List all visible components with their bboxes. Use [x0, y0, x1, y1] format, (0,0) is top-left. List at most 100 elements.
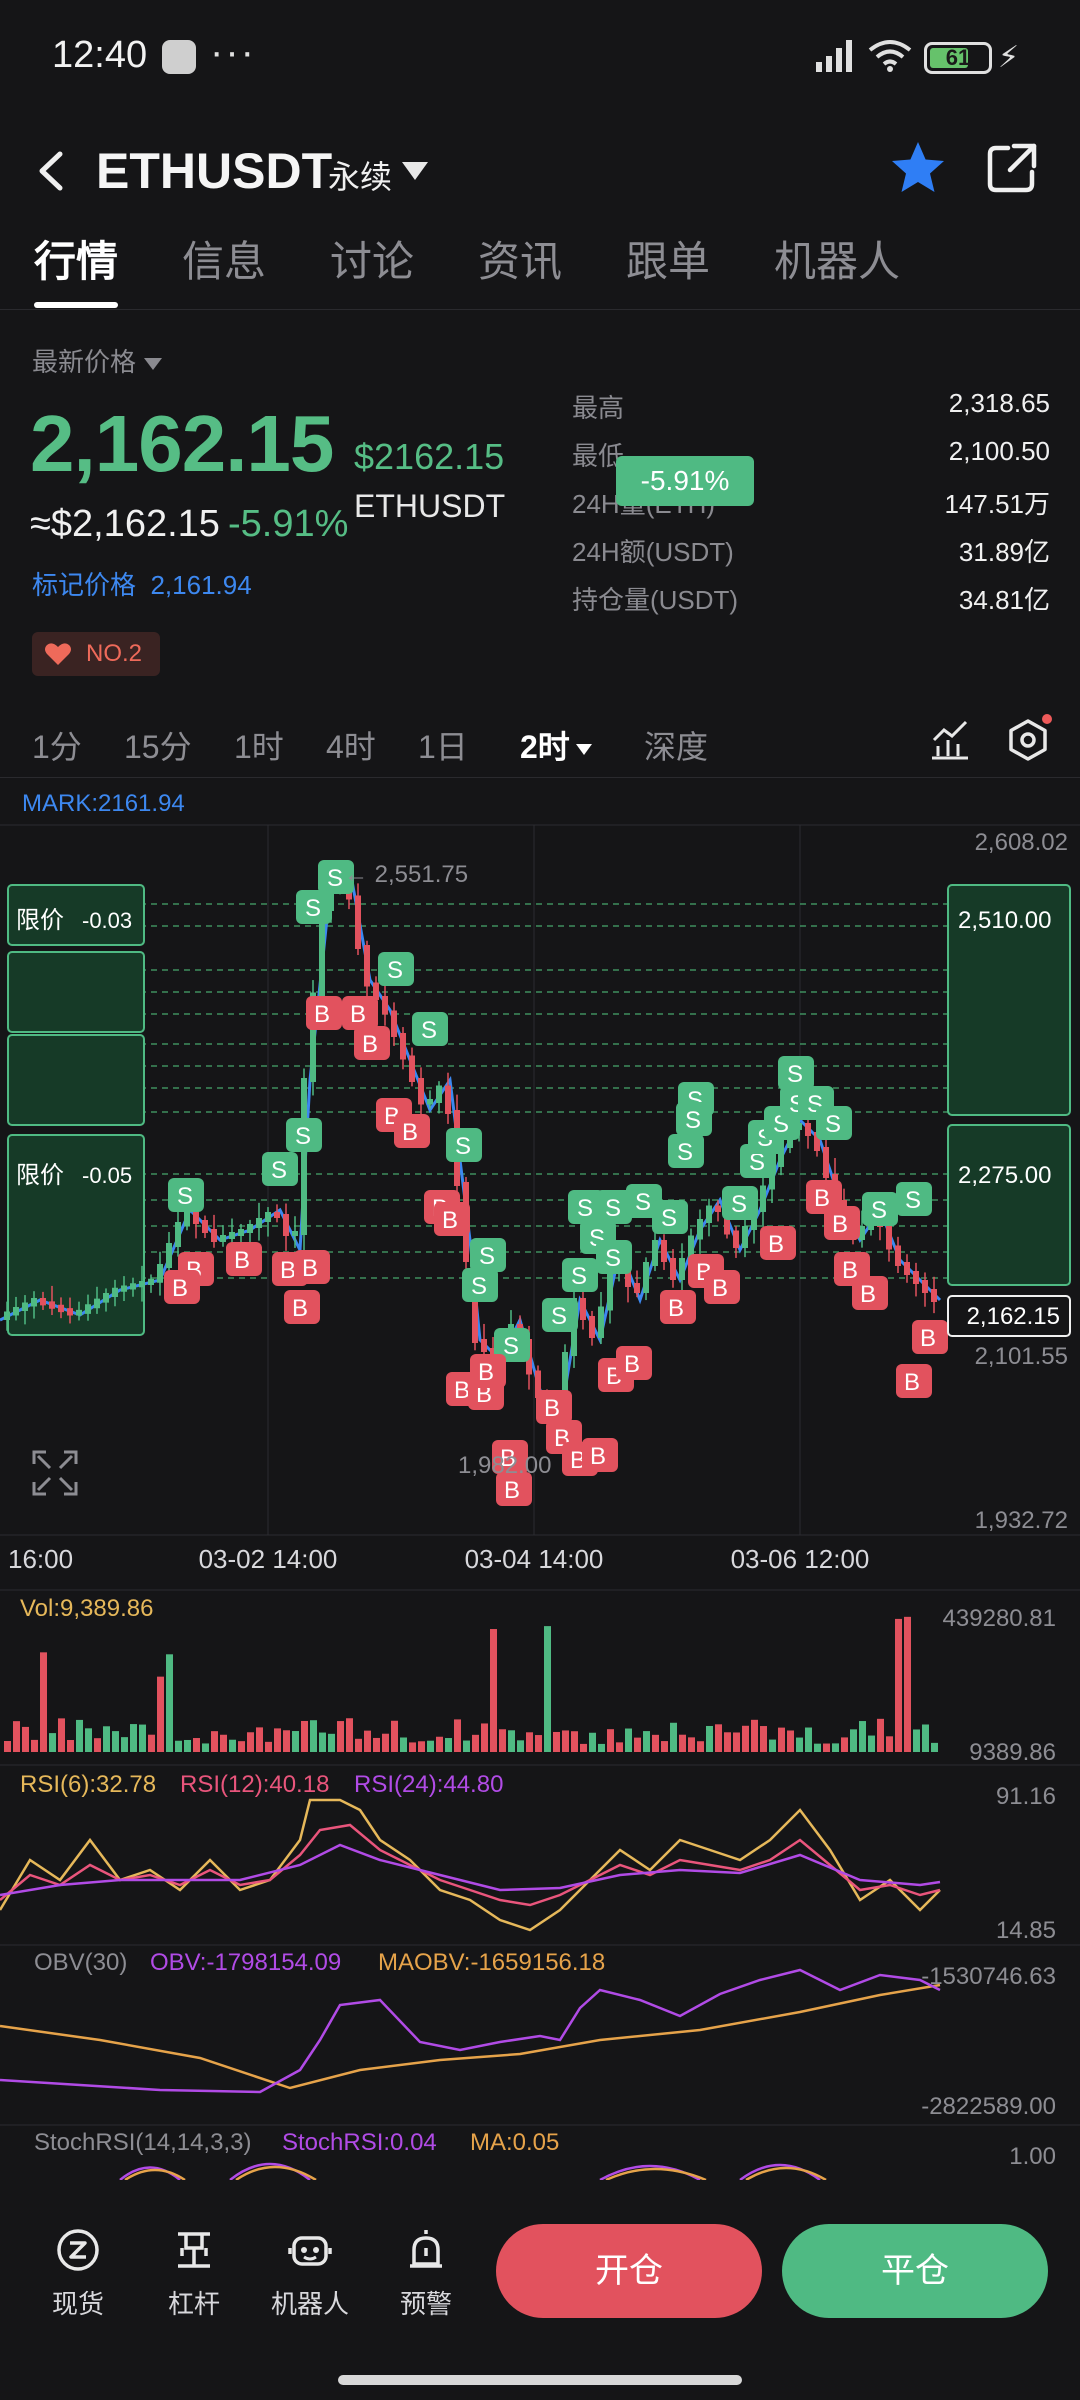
favorite-star-icon[interactable] [888, 138, 948, 198]
back-arrow-icon[interactable] [28, 146, 78, 196]
interval-1d[interactable]: 1日 [418, 729, 468, 765]
rank-badge[interactable]: NO.2 [32, 632, 161, 676]
nav-alert[interactable]: 预警 [386, 2226, 466, 2321]
candle-body [886, 1223, 892, 1250]
candle-body [13, 1307, 19, 1316]
svg-text:B: B [478, 1359, 494, 1386]
candle-body [40, 1298, 46, 1306]
chart-settings-icon[interactable] [1006, 718, 1050, 762]
candle-body [382, 996, 388, 1015]
candle-body [67, 1308, 73, 1316]
candle-body [148, 1278, 154, 1285]
candle-body [697, 1219, 703, 1240]
volume-bar [625, 1728, 632, 1752]
interval-4h[interactable]: 4时 [326, 729, 376, 765]
tab-discussion[interactable]: 讨论 [330, 238, 415, 285]
svg-text:B: B [860, 1281, 876, 1308]
tab-news[interactable]: 资讯 [478, 238, 563, 285]
symbol-dropdown-icon[interactable] [402, 162, 428, 180]
tab-copy-trade[interactable]: 跟单 [626, 238, 711, 285]
volume-bar [652, 1734, 659, 1752]
volume-bar [832, 1743, 839, 1752]
svg-text:S: S [677, 1139, 693, 1166]
contract-type[interactable]: 永续 [328, 159, 393, 195]
candlestick-chart[interactable]: 限价 -0.03 限价 -0.05 2,510.00 2,275.00 S S … [0, 780, 1080, 2180]
pair-label: ETHUSDT [354, 488, 506, 524]
candle-body [427, 1099, 433, 1105]
interval-1m[interactable]: 1分 [32, 729, 82, 765]
svg-text:B: B [814, 1185, 830, 1212]
volume-bar [4, 1740, 11, 1752]
candle-body [364, 945, 370, 987]
svg-text:S: S [455, 1133, 471, 1160]
volume-bar [670, 1722, 677, 1752]
tab-bots[interactable]: 机器人 [774, 238, 901, 285]
volume-bar [760, 1726, 767, 1752]
candle-body [355, 895, 361, 949]
volume-bar [40, 1652, 47, 1752]
candle-body [895, 1245, 901, 1266]
symbol-title[interactable]: ETHUSDT [96, 143, 333, 199]
volume-bar [229, 1739, 236, 1752]
volume-bar [103, 1726, 110, 1752]
volume-bar [364, 1730, 371, 1752]
candle-body [634, 1283, 640, 1293]
fullscreen-icon[interactable] [32, 1450, 78, 1496]
candle-body [76, 1309, 82, 1316]
close-position-button[interactable]: 平仓 [782, 2224, 1048, 2318]
volume-bar [724, 1732, 731, 1752]
tab-market[interactable]: 行情 [34, 228, 119, 308]
y-axis-bottom: 1,932.72 [975, 1507, 1068, 1534]
volume-bar [643, 1731, 650, 1752]
interval-depth[interactable]: 深度 [644, 729, 709, 765]
candle-body [247, 1224, 253, 1233]
svg-text:S: S [327, 865, 343, 892]
candle-body [760, 1185, 766, 1212]
candle-body [256, 1218, 262, 1228]
last-price: 2,162.15 [30, 399, 334, 488]
svg-text:B: B [442, 1207, 458, 1234]
candle-body [139, 1281, 145, 1288]
rsi6-label: RSI(6):32.78 [20, 1771, 156, 1798]
volume-bar [391, 1720, 398, 1752]
candle-body [409, 1055, 415, 1082]
nav-margin[interactable]: 杠杆 [154, 2226, 234, 2321]
left-order-tags[interactable]: 限价 -0.03 限价 -0.05 [7, 884, 145, 1336]
svg-text:B: B [172, 1275, 188, 1302]
status-bar: 12:40 ··· 61 ⚡ [0, 0, 1080, 120]
volume-bar [382, 1733, 389, 1752]
interval-15m[interactable]: 15分 [124, 729, 192, 765]
interval-2h[interactable]: 2时 [520, 722, 592, 768]
home-indicator[interactable] [338, 2375, 742, 2385]
nav-spot[interactable]: 现货 [38, 2226, 118, 2321]
svg-text:S: S [471, 1273, 487, 1300]
svg-text:B: B [234, 1247, 250, 1274]
candle-body [913, 1271, 919, 1284]
caret-down-icon [575, 744, 592, 756]
open-position-button[interactable]: 开仓 [496, 2224, 762, 2318]
tab-info[interactable]: 信息 [182, 238, 267, 285]
share-icon[interactable] [984, 140, 1040, 196]
candle-body [904, 1262, 910, 1275]
svg-text:B: B [544, 1395, 560, 1422]
volume-bar [418, 1741, 425, 1752]
nav-robot[interactable]: 机器人 [270, 2226, 350, 2321]
candle-body [49, 1301, 55, 1309]
x-label-2: 03-02 14:00 [199, 1544, 338, 1574]
candle-body [310, 992, 316, 1082]
indicator-chart-icon[interactable] [928, 718, 972, 762]
svg-text:B: B [350, 1001, 366, 1028]
svg-text:S: S [825, 1111, 841, 1138]
volume-bar [427, 1740, 434, 1752]
volume-bar [616, 1742, 623, 1752]
svg-text:B: B [624, 1351, 640, 1378]
bottom-action-bar: 现货 杠杆 机器人 预警 开仓 平仓 [0, 2180, 1080, 2360]
candle-body [202, 1220, 208, 1233]
volume-bar [409, 1742, 416, 1752]
volume-bar [400, 1737, 407, 1752]
right-order-tags[interactable]: 2,510.00 2,275.00 [947, 884, 1071, 1286]
svg-text:2,162.15: 2,162.15 [967, 1303, 1060, 1330]
volume-bar [931, 1742, 938, 1752]
latest-price-selector[interactable]: 最新价格 [32, 342, 163, 379]
interval-1h[interactable]: 1时 [234, 729, 284, 765]
